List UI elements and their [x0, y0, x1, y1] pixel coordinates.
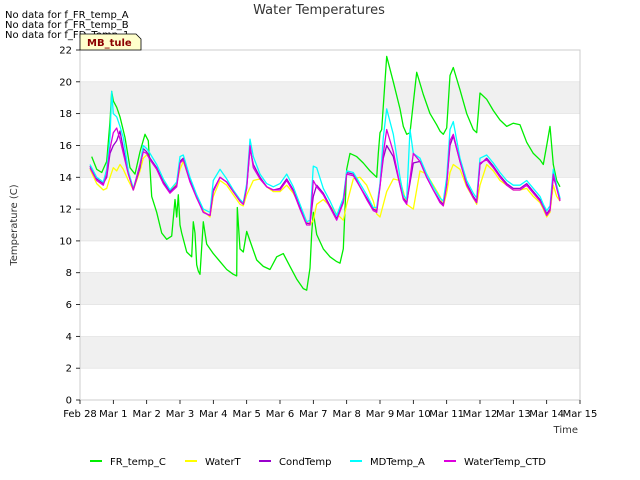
y-tick-label: 16 — [59, 141, 72, 152]
series-line-FR_temp_C — [91, 55, 561, 291]
y-tick-label: 4 — [66, 332, 72, 343]
x-tick-label: Mar 11 — [429, 409, 464, 420]
legend-label: CondTemp — [279, 457, 331, 468]
grid-band — [80, 81, 580, 114]
chart-title: Water Temperatures — [253, 3, 385, 18]
grid-band — [80, 272, 580, 305]
x-axis-label: Time — [553, 425, 578, 436]
x-tick-label: Mar 1 — [99, 409, 127, 420]
legend: FR_temp_C WaterT CondTemp MDTemp_A WaterTemp… — [90, 457, 546, 468]
grid-band — [80, 336, 580, 369]
x-tick-label: Mar 6 — [266, 409, 294, 420]
station-badge-label: MB_tule — [87, 38, 132, 49]
x-tick-label: Mar 10 — [396, 409, 431, 420]
x-tick-label: Feb 28 — [63, 409, 97, 420]
y-tick-label: 6 — [66, 300, 72, 311]
no-data-note-2: No data for f_FR_temp_B — [5, 20, 129, 31]
x-tick-label: Mar 13 — [496, 409, 531, 420]
x-tick-label: Mar 5 — [232, 409, 260, 420]
x-tick-label: Mar 9 — [366, 409, 394, 420]
x-axis-ticks: Feb 28 Mar 1 Mar 2 Mar 3 Mar 4 Mar 5 Mar 6 Mar … — [63, 400, 597, 420]
grid-band — [80, 209, 580, 241]
y-axis-ticks: 0 2 4 6 8 10 12 14 16 18 20 22 — [59, 46, 80, 407]
no-data-note-1: No data for f_FR_temp_A — [5, 10, 129, 21]
x-tick-label: Mar 14 — [529, 409, 564, 420]
y-tick-label: 14 — [59, 173, 72, 184]
legend-label: MDTemp_A — [370, 457, 425, 468]
y-tick-label: 22 — [59, 46, 72, 57]
x-tick-label: Mar 12 — [463, 409, 498, 420]
x-tick-label: Mar 3 — [166, 409, 194, 420]
series-lines — [89, 55, 561, 291]
y-tick-label: 18 — [59, 109, 72, 120]
no-data-note-3: No data for f_FD_Temp_1 — [5, 30, 129, 41]
x-tick-label: Mar 15 — [563, 409, 598, 420]
legend-label: FR_temp_C — [110, 457, 166, 468]
x-tick-label: Mar 4 — [199, 409, 227, 420]
y-tick-label: 2 — [66, 364, 72, 375]
y-axis-label: Temperature (C) — [9, 184, 20, 266]
plot-background-bands — [80, 49, 580, 401]
legend-label: WaterTemp_CTD — [464, 457, 546, 468]
series-line-WaterTemp_CTD — [89, 127, 561, 226]
legend-label: WaterT — [205, 457, 242, 468]
y-tick-label: 8 — [66, 268, 72, 279]
station-badge: MB_tule — [79, 33, 142, 51]
y-tick-label: 10 — [59, 236, 72, 247]
y-tick-label: 20 — [59, 77, 72, 88]
x-tick-label: Mar 7 — [299, 409, 327, 420]
x-tick-label: Mar 8 — [332, 409, 360, 420]
y-tick-label: 12 — [59, 205, 72, 216]
y-tick-label: 0 — [66, 396, 72, 407]
plot-frame — [79, 49, 581, 401]
x-tick-label: Mar 2 — [132, 409, 160, 420]
